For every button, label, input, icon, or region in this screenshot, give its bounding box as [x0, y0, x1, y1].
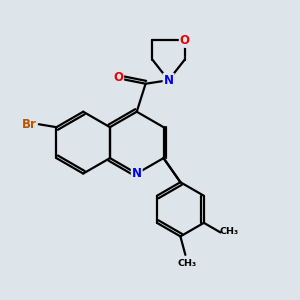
Text: Br: Br: [22, 118, 37, 131]
Text: CH₃: CH₃: [219, 227, 238, 236]
Text: O: O: [180, 34, 190, 47]
Text: N: N: [132, 167, 142, 180]
Text: CH₃: CH₃: [177, 259, 196, 268]
Text: O: O: [113, 71, 123, 84]
Text: N: N: [164, 74, 174, 87]
